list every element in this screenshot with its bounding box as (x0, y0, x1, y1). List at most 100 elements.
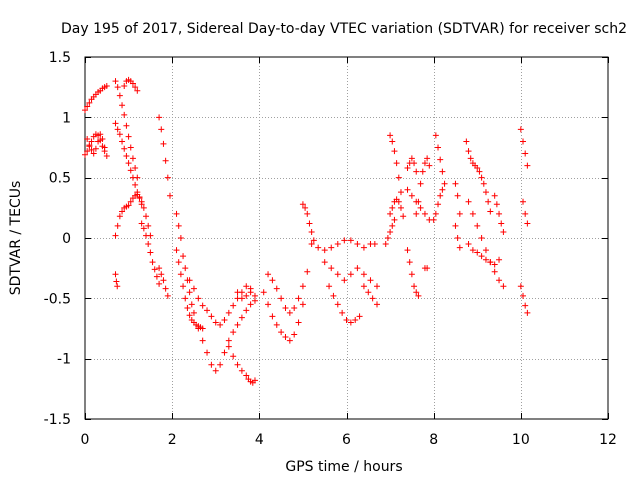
x-tick-label: 8 (429, 432, 438, 448)
data-point (86, 99, 93, 106)
data-point (520, 198, 527, 205)
data-series (299, 201, 317, 244)
data-point (474, 165, 481, 172)
data-series (112, 191, 154, 239)
data-point (199, 302, 206, 309)
data-series (82, 131, 110, 159)
data-point (132, 181, 139, 188)
data-point (452, 222, 459, 229)
data-point (485, 198, 492, 205)
data-point (103, 82, 110, 89)
data-point (180, 253, 187, 260)
data-point (82, 107, 88, 114)
data-point (156, 114, 163, 121)
data-series (465, 241, 503, 268)
data-point (156, 280, 163, 287)
data-point (221, 349, 228, 356)
data-point (149, 259, 156, 266)
data-point (238, 314, 245, 321)
data-series (112, 271, 121, 290)
data-point (387, 228, 394, 235)
data-series (265, 268, 311, 316)
data-point (339, 309, 346, 316)
data-point (491, 261, 498, 268)
data-point (162, 157, 169, 164)
data-point (190, 285, 197, 292)
data-series (121, 76, 141, 94)
data-point (467, 155, 474, 162)
data-series (421, 265, 431, 272)
data-point (269, 277, 276, 284)
data-series (387, 132, 404, 196)
data-point (151, 266, 158, 273)
axis-ticks: 0 2 4 6 8 10 12 -1.5 -1 -0.5 0 0.5 1 1.5 (44, 50, 617, 448)
data-point (145, 241, 152, 248)
data-point (421, 160, 428, 167)
data-point (391, 148, 398, 155)
data-point (374, 283, 381, 290)
data-point (493, 201, 500, 208)
data-point (138, 198, 145, 205)
data-point (269, 313, 276, 320)
data-point (413, 168, 420, 175)
data-point (138, 220, 145, 227)
data-point (129, 80, 136, 87)
data-point (435, 201, 442, 208)
data-point (125, 160, 132, 167)
data-series (260, 289, 306, 344)
data-point (230, 329, 237, 336)
data-point (180, 283, 187, 290)
data-point (123, 152, 130, 159)
data-point (480, 180, 487, 187)
data-point (463, 138, 470, 145)
data-point (500, 283, 507, 290)
data-point (360, 244, 367, 251)
data-point (217, 321, 224, 328)
data-point (114, 126, 121, 133)
data-point (190, 309, 197, 316)
data-point (175, 222, 182, 229)
data-point (404, 186, 411, 193)
data-point (517, 283, 524, 290)
data-series (321, 259, 381, 290)
data-point (114, 283, 121, 290)
data-point (278, 329, 285, 336)
data-point (334, 301, 341, 308)
data-point (439, 168, 446, 175)
data-point (496, 256, 503, 263)
data-point (125, 133, 132, 140)
data-point (221, 317, 228, 324)
data-point (400, 213, 407, 220)
data-point (421, 210, 428, 217)
data-point (404, 165, 411, 172)
data-point (188, 301, 195, 308)
data-point (184, 304, 191, 311)
data-point (520, 138, 527, 145)
data-point (524, 162, 531, 169)
data-point (304, 210, 311, 217)
data-point (212, 367, 219, 374)
data-point (247, 301, 254, 308)
data-point (273, 285, 280, 292)
data-point (212, 319, 219, 326)
data-series (225, 343, 258, 386)
data-point (354, 265, 361, 272)
data-point (173, 247, 180, 254)
data-point (435, 144, 442, 151)
data-point (113, 278, 120, 285)
data-point (411, 160, 418, 167)
data-point (487, 259, 494, 266)
data-point (295, 319, 302, 326)
data-point (308, 228, 315, 235)
data-point (299, 283, 306, 290)
data-point (127, 167, 134, 174)
data-point (302, 204, 309, 211)
data-series (234, 289, 258, 304)
data-point (478, 235, 485, 241)
data-point (360, 283, 367, 290)
data-point (84, 103, 91, 110)
data-point (347, 271, 354, 278)
data-series (186, 277, 258, 328)
data-series (156, 265, 171, 299)
